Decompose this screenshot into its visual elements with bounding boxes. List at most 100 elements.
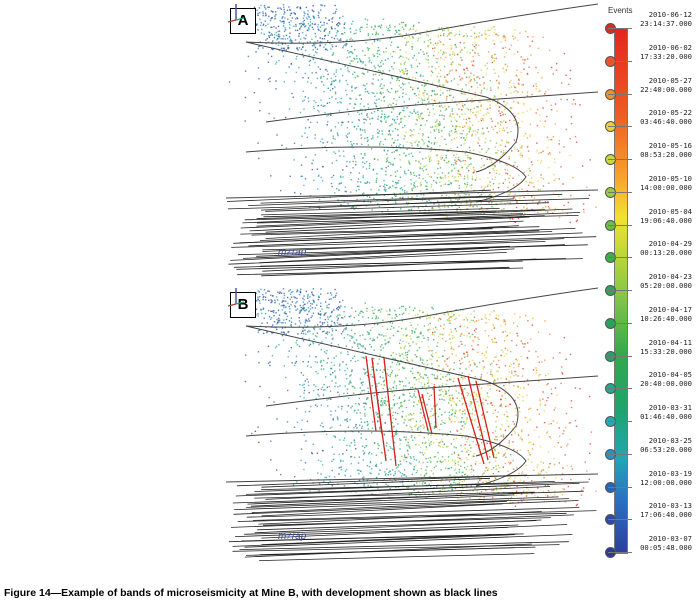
event-point: [276, 134, 278, 136]
event-point: [529, 45, 531, 47]
event-point: [311, 291, 313, 293]
event-point: [350, 382, 352, 384]
event-point: [316, 168, 319, 170]
event-point: [473, 26, 475, 28]
event-point: [309, 308, 312, 310]
event-point: [411, 112, 413, 114]
event-point: [426, 364, 429, 366]
event-point: [558, 140, 561, 142]
event-point: [419, 167, 421, 170]
event-point: [259, 101, 261, 104]
event-point: [385, 161, 388, 163]
event-point: [355, 55, 358, 57]
event-point: [546, 116, 548, 118]
event-point: [427, 55, 429, 57]
event-point: [335, 98, 337, 100]
event-point: [444, 411, 446, 413]
event-point: [439, 398, 441, 401]
event-point: [283, 292, 285, 295]
event-point: [395, 195, 398, 197]
event-point: [416, 469, 419, 472]
event-point: [462, 389, 464, 391]
event-point: [339, 314, 341, 316]
event-point: [397, 182, 399, 184]
event-point: [361, 143, 363, 145]
event-point: [487, 29, 489, 32]
event-point: [519, 316, 521, 318]
event-point: [450, 44, 452, 47]
event-point: [439, 208, 441, 211]
event-point: [335, 71, 337, 73]
event-point: [298, 345, 301, 348]
event-point: [408, 419, 410, 421]
event-point: [566, 98, 568, 101]
event-point: [391, 317, 393, 319]
event-point: [462, 319, 465, 321]
event-point: [489, 185, 492, 187]
event-point: [375, 465, 378, 467]
event-point: [352, 357, 354, 359]
event-point: [335, 8, 338, 10]
event-point: [344, 190, 346, 193]
event-point: [399, 166, 402, 168]
event-point: [435, 326, 437, 329]
event-point: [458, 386, 461, 388]
event-point: [441, 114, 443, 116]
event-point: [312, 443, 314, 445]
development-drive: [233, 230, 540, 244]
event-point: [397, 330, 400, 332]
event-point: [506, 415, 508, 418]
event-point: [478, 145, 481, 147]
event-point: [461, 450, 463, 453]
event-point: [259, 41, 262, 43]
event-point: [351, 144, 353, 147]
event-point: [451, 489, 453, 491]
event-point: [467, 109, 470, 111]
event-point: [467, 438, 469, 440]
event-point: [515, 344, 518, 347]
event-point: [345, 419, 347, 421]
event-point: [410, 418, 413, 420]
event-point: [392, 142, 395, 144]
event-point: [332, 372, 334, 374]
event-point: [364, 338, 366, 340]
event-point: [446, 150, 448, 152]
event-point: [459, 79, 462, 81]
event-point: [501, 111, 503, 113]
event-point: [438, 79, 440, 81]
event-point: [431, 363, 433, 365]
event-point: [419, 451, 421, 454]
event-point: [482, 84, 484, 86]
event-point: [273, 37, 276, 39]
event-point: [537, 188, 539, 191]
event-point: [492, 432, 494, 434]
event-point: [291, 41, 294, 43]
event-point: [289, 14, 291, 16]
event-point: [457, 461, 459, 463]
event-point: [416, 65, 419, 68]
event-point: [364, 64, 367, 66]
event-point: [562, 488, 564, 490]
event-point: [409, 28, 412, 30]
event-point: [279, 20, 281, 22]
event-point: [327, 121, 329, 123]
event-point: [458, 198, 461, 200]
event-point: [503, 413, 505, 416]
event-point: [303, 308, 305, 310]
event-point: [433, 338, 435, 341]
event-point: [413, 182, 415, 184]
event-point: [308, 318, 310, 320]
event-point: [520, 84, 523, 86]
event-point: [413, 185, 415, 187]
event-point: [527, 383, 529, 386]
event-point: [405, 327, 407, 329]
event-point: [440, 469, 442, 471]
event-point: [572, 176, 574, 179]
event-point: [507, 186, 509, 189]
event-point: [565, 358, 567, 360]
event-point: [407, 342, 410, 345]
event-point: [300, 306, 302, 309]
event-point: [487, 148, 490, 150]
event-point: [360, 345, 362, 347]
event-point: [477, 482, 479, 484]
